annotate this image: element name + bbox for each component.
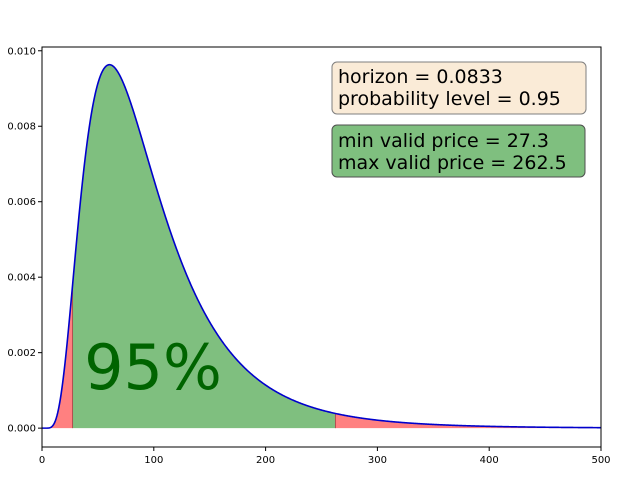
upper-tail-area [335, 413, 601, 429]
y-tick-label: 0.000 [7, 424, 36, 435]
x-tick-label: 400 [480, 455, 499, 466]
info-box-background [331, 61, 587, 115]
info-box-line1: horizon = 0.0833 [338, 66, 503, 88]
info-box: horizon = 0.0833 probability level = 0.9… [331, 61, 587, 115]
y-tick-label: 0.004 [7, 273, 36, 284]
price-box-line1: min valid price = 27.3 [338, 130, 549, 152]
y-tick-label: 0.006 [7, 197, 36, 208]
interval-area [72, 64, 336, 429]
x-tick-label: 500 [591, 455, 610, 466]
y-tick-label: 0.002 [7, 348, 36, 359]
plot-frame [41, 46, 602, 448]
price-box-background [331, 124, 586, 178]
price-box: min valid price = 27.3 max valid price =… [331, 124, 586, 178]
x-tick-label: 200 [256, 455, 275, 466]
x-tick-label: 100 [144, 455, 163, 466]
density-curve [42, 63, 601, 429]
x-tick-label: 300 [368, 455, 387, 466]
lower-tail-area [42, 285, 73, 429]
center-label: 95% [84, 331, 222, 404]
info-box-line2: probability level = 0.95 [338, 88, 561, 110]
y-tick-label: 0.010 [7, 46, 36, 57]
x-tick-label: 0 [39, 455, 45, 466]
fills-layer [42, 64, 601, 429]
ticks-layer: 0 100 200 300 400 500 0.000 0.002 0.004 0.006 0.00… [7, 46, 610, 466]
y-tick-label: 0.008 [7, 122, 36, 133]
curve-layer [42, 63, 601, 429]
price-box-line2: max valid price = 262.5 [338, 152, 567, 174]
